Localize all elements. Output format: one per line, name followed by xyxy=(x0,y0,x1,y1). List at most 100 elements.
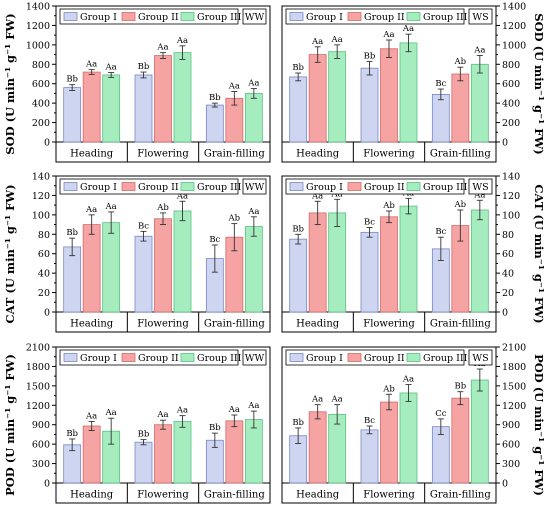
y-tick-label: 1000 xyxy=(502,40,526,51)
y-tick-label: 1200 xyxy=(502,21,526,32)
panel-sod-ws: 0 200 400 600 800 1000 1200 1400 SOD (U min⁻¹ g⁻… xyxy=(281,2,546,163)
bar xyxy=(63,87,82,143)
category-label: Grain-filling xyxy=(204,149,265,160)
bar xyxy=(451,73,470,143)
legend-label: Group I xyxy=(80,182,117,193)
y-tick-label: 1000 xyxy=(26,40,50,51)
y-tick-label: 1200 xyxy=(26,401,50,412)
bar xyxy=(205,104,224,143)
significance-label: Aa xyxy=(85,60,97,70)
category-label: Flowering xyxy=(137,149,189,160)
legend-label: Group II xyxy=(364,182,405,193)
significance-label: Bb xyxy=(209,423,221,433)
category-label: Grain-filling xyxy=(430,319,491,330)
y-axis-title: CAT (U min⁻¹ g⁻¹ FW) xyxy=(3,184,17,323)
category-label: Heading xyxy=(296,149,340,160)
y-tick-label: 0 xyxy=(44,308,50,319)
bar xyxy=(102,74,121,143)
bar xyxy=(328,51,347,143)
significance-label: Aa xyxy=(176,36,188,46)
bar xyxy=(380,48,398,143)
significance-label: Bc xyxy=(364,416,375,426)
significance-label: Bb xyxy=(292,224,304,234)
bar xyxy=(431,94,450,143)
bar xyxy=(308,54,327,143)
y-tick-label: 40 xyxy=(38,269,50,280)
significance-label: Aa xyxy=(402,375,414,385)
bar xyxy=(289,238,308,313)
y-tick-label: 140 xyxy=(502,172,520,183)
y-tick-label: 600 xyxy=(32,440,50,451)
significance-label: Bb xyxy=(66,429,78,439)
bar xyxy=(173,210,192,313)
condition-tag-box xyxy=(242,349,267,366)
significance-label: Bb xyxy=(66,228,78,238)
y-tick-label: 1800 xyxy=(502,362,526,373)
bar xyxy=(154,55,172,143)
significance-label: Aa xyxy=(311,395,323,405)
legend-label: Group I xyxy=(306,182,343,193)
y-tick-label: 1800 xyxy=(26,362,50,373)
significance-label: Aa xyxy=(247,79,259,89)
y-tick-label: 300 xyxy=(32,459,50,470)
legend-swatch xyxy=(347,12,362,21)
y-axis-title: CAT (U min⁻¹ g⁻¹ FW) xyxy=(532,184,546,323)
category-label: Grain-filling xyxy=(204,319,265,330)
legend-label: Group I xyxy=(306,353,343,364)
significance-label: Aa xyxy=(331,395,343,405)
significance-label: Aa xyxy=(228,405,240,415)
y-tick-label: 1500 xyxy=(502,381,526,392)
bar xyxy=(360,67,379,143)
significance-label: Ab xyxy=(454,57,467,67)
y-tick-label: 140 xyxy=(32,172,50,183)
significance-label: Aa xyxy=(247,401,259,411)
significance-label: Aa xyxy=(331,35,343,45)
y-tick-label: 100 xyxy=(502,210,520,221)
significance-label: Bb xyxy=(292,418,304,428)
y-tick-label: 800 xyxy=(502,60,520,71)
condition-tag-box xyxy=(242,8,267,25)
bar xyxy=(134,235,153,313)
bar xyxy=(154,218,172,313)
y-tick-label: 1200 xyxy=(502,401,526,412)
y-tick-label: 120 xyxy=(32,191,50,202)
bar xyxy=(244,226,263,313)
y-tick-label: 600 xyxy=(502,440,520,451)
y-tick-label: 2100 xyxy=(26,343,50,354)
significance-label: Ab xyxy=(228,214,241,224)
significance-label: Aa xyxy=(176,406,188,416)
legend-swatch xyxy=(180,353,195,362)
legend-swatch xyxy=(121,353,136,362)
y-tick-label: 600 xyxy=(32,79,50,90)
y-tick-label: 900 xyxy=(502,420,520,431)
significance-label: Aa xyxy=(311,191,323,201)
legend-swatch xyxy=(63,182,78,191)
significance-label: Aa xyxy=(311,37,323,47)
legend-swatch xyxy=(289,12,304,21)
y-tick-label: 0 xyxy=(44,479,50,490)
significance-label: Bc xyxy=(435,227,446,237)
y-tick-label: 80 xyxy=(38,230,50,241)
legend-swatch xyxy=(406,12,421,21)
y-tick-label: 600 xyxy=(502,79,520,90)
bar xyxy=(82,71,101,143)
panel-sod-ww: 0 200 400 600 800 1000 1200 1400 SOD (U min⁻¹ g⁻… xyxy=(3,2,271,163)
y-tick-label: 120 xyxy=(502,191,520,202)
legend-swatch xyxy=(406,353,421,362)
condition-tag: WS xyxy=(472,12,488,23)
bar xyxy=(154,424,172,484)
legend-label: Group I xyxy=(80,12,117,23)
y-axis-title: SOD (U min⁻¹ g⁻¹ FW) xyxy=(3,13,17,154)
significance-label: Ab xyxy=(382,384,395,394)
significance-label: Bb xyxy=(364,51,376,61)
legend-swatch xyxy=(180,182,195,191)
legend-swatch xyxy=(347,353,362,362)
category-label: Heading xyxy=(70,149,114,160)
bar xyxy=(225,420,244,484)
y-tick-label: 0 xyxy=(502,479,508,490)
y-tick-label: 400 xyxy=(502,99,520,110)
bar xyxy=(451,397,470,484)
bar xyxy=(380,401,398,484)
significance-label: Bb xyxy=(138,62,150,72)
category-label: Flowering xyxy=(137,319,189,330)
